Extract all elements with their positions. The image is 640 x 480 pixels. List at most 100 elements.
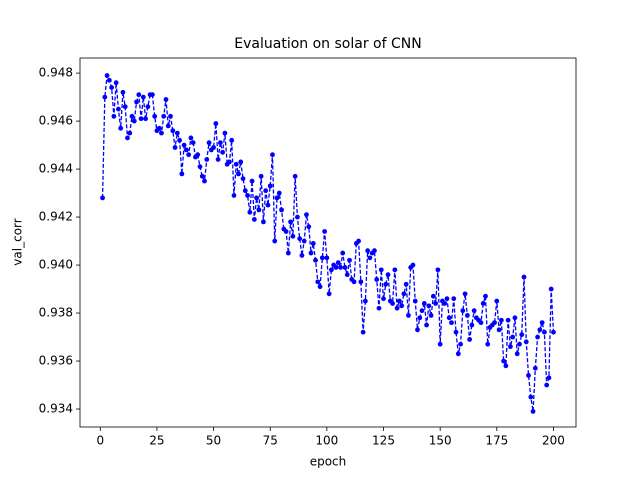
data-point: [256, 207, 262, 213]
data-point: [469, 322, 475, 328]
data-point: [131, 118, 137, 124]
data-point: [202, 178, 207, 184]
data-point: [365, 248, 371, 254]
data-point: [301, 238, 307, 244]
data-point: [236, 171, 241, 177]
data-point: [317, 284, 323, 290]
y-tick-label: 0.946: [39, 114, 73, 128]
data-point: [478, 320, 484, 326]
data-point: [401, 291, 407, 297]
data-point: [134, 99, 139, 105]
data-point: [528, 394, 534, 400]
data-point: [279, 207, 284, 213]
data-point: [433, 301, 439, 306]
data-point: [399, 303, 405, 309]
data-point: [276, 190, 282, 196]
data-point: [195, 152, 201, 158]
data-point: [206, 140, 212, 146]
data-point: [444, 296, 450, 302]
data-point: [242, 188, 248, 194]
data-point: [204, 157, 210, 162]
x-tick-label: 25: [149, 434, 164, 448]
data-point: [512, 315, 518, 321]
data-point: [383, 281, 389, 287]
data-point: [421, 301, 427, 306]
data-point: [159, 130, 164, 136]
data-point: [138, 116, 144, 122]
data-point: [340, 250, 346, 256]
data-point: [551, 329, 556, 335]
data-point: [460, 308, 466, 314]
data-point: [258, 173, 264, 179]
data-point: [290, 233, 296, 239]
data-point: [270, 152, 275, 158]
data-point: [229, 137, 235, 143]
data-point: [526, 373, 531, 378]
data-point: [113, 80, 119, 86]
data-point: [310, 241, 316, 246]
data-point: [501, 358, 507, 364]
data-point: [396, 298, 402, 304]
x-tick-label: 125: [372, 434, 395, 448]
data-point: [165, 123, 171, 129]
data-point: [508, 344, 513, 350]
plot-frame: [79, 57, 577, 428]
data-point: [213, 121, 219, 126]
y-tick-label: 0.938: [39, 306, 73, 320]
data-point: [372, 248, 377, 254]
data-point: [483, 293, 488, 299]
data-point: [254, 195, 260, 201]
data-point: [430, 293, 436, 299]
data-point: [464, 313, 470, 318]
data-point: [295, 214, 300, 220]
data-point: [149, 92, 155, 98]
chart-title: Evaluation on solar of CNN: [234, 36, 421, 52]
data-point: [127, 130, 133, 136]
data-point: [338, 265, 343, 270]
y-tick-label: 0.934: [39, 402, 73, 416]
data-point: [392, 267, 398, 273]
data-point: [537, 327, 543, 333]
data-point: [360, 329, 366, 335]
data-point: [437, 341, 443, 347]
data-point: [530, 409, 536, 414]
data-point: [514, 351, 520, 357]
data-point: [215, 157, 221, 162]
data-point: [539, 320, 545, 326]
y-tick-label: 0.942: [39, 210, 73, 224]
data-point: [186, 152, 192, 158]
data-point: [306, 224, 312, 230]
data-point: [548, 286, 554, 292]
data-point: [333, 265, 339, 270]
data-point: [104, 73, 110, 78]
data-point: [503, 363, 509, 369]
data-point: [471, 308, 477, 314]
data-point: [498, 317, 504, 323]
y-tick-label: 0.948: [39, 66, 73, 80]
x-tick-label: 200: [542, 434, 565, 448]
data-point: [412, 298, 418, 304]
data-point: [362, 298, 368, 304]
data-point: [378, 267, 384, 273]
data-point: [285, 250, 291, 256]
data-point: [245, 193, 250, 198]
data-point: [442, 301, 448, 306]
data-point: [161, 113, 167, 119]
data-point: [394, 305, 400, 311]
data-point: [220, 149, 226, 155]
x-tick-label: 50: [206, 434, 221, 448]
data-point: [140, 94, 146, 100]
data-point: [177, 137, 182, 143]
data-point: [261, 219, 266, 225]
data-point: [521, 274, 527, 280]
data-point: [100, 195, 105, 201]
data-point: [546, 375, 552, 381]
data-point: [231, 193, 237, 198]
data-point: [251, 217, 257, 222]
data-point: [179, 171, 185, 177]
data-point: [523, 339, 529, 345]
data-point: [428, 313, 434, 318]
data-point: [517, 341, 522, 347]
data-point: [267, 183, 273, 189]
